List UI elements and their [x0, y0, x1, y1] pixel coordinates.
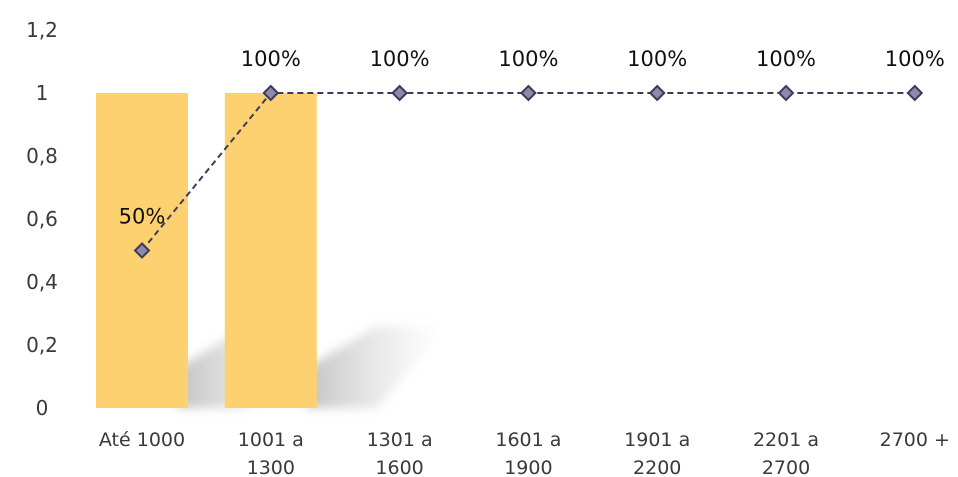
data-label: 100% [370, 47, 430, 71]
x-tick-label-line: 1900 [504, 457, 552, 477]
x-tick-label: 1001 a 1300 [238, 429, 304, 477]
x-tick-label: 2700 + [880, 429, 950, 451]
line-marker [262, 84, 280, 102]
line-marker [391, 84, 409, 102]
bar-series [96, 93, 317, 408]
data-label: 100% [885, 47, 945, 71]
data-label: 50% [119, 205, 166, 229]
line-marker [133, 242, 151, 259]
x-tick-label: 1301 a 1600 [367, 429, 433, 477]
line-marker [906, 84, 924, 102]
x-tick-label-line: 1300 [247, 457, 295, 477]
x-tick-label-line: Até 1000 [99, 429, 185, 451]
x-tick-label-line: 1901 a [624, 429, 690, 451]
x-tick-label-line: 2700 + [880, 429, 950, 451]
x-tick-label: 1601 a 1900 [495, 429, 561, 477]
line-marker [648, 84, 666, 102]
data-labels: 50% 100% 100% 100% 100% 100% 100% [119, 47, 945, 229]
data-label: 100% [241, 47, 301, 71]
x-tick-label-line: 2201 a [753, 429, 819, 451]
y-axis: 0 0,2 0,4 0,6 0,8 1 1,2 [26, 18, 58, 420]
x-tick-label: Até 1000 [99, 429, 185, 451]
y-tick-label: 0,2 [26, 333, 58, 357]
x-tick-label: 2201 a 2700 [753, 429, 819, 477]
bar-shadow [306, 326, 447, 408]
data-label: 100% [627, 47, 687, 71]
line-markers [133, 84, 924, 259]
y-tick-label: 0,8 [26, 144, 58, 168]
data-label: 100% [756, 47, 816, 71]
line-marker [777, 84, 795, 102]
x-tick-label-line: 1600 [375, 457, 423, 477]
x-tick-label-line: 1301 a [367, 429, 433, 451]
y-tick-label: 0,4 [26, 270, 58, 294]
y-tick-label: 1,2 [26, 18, 58, 42]
line-marker [519, 84, 537, 102]
x-tick-label-line: 2700 [762, 457, 810, 477]
y-tick-label: 0 [36, 396, 49, 420]
x-tick-label-line: 1001 a [238, 429, 304, 451]
x-tick-label-line: 2200 [633, 457, 681, 477]
x-tick-label-line: 1601 a [495, 429, 561, 451]
y-tick-label: 1 [36, 81, 49, 105]
x-tick-label: 1901 a 2200 [624, 429, 690, 477]
y-tick-label: 0,6 [26, 207, 58, 231]
bar [224, 93, 317, 408]
data-label: 100% [498, 47, 558, 71]
x-axis: Até 1000 1001 a 1300 1301 a 1600 1601 a 1900 19… [99, 429, 950, 477]
